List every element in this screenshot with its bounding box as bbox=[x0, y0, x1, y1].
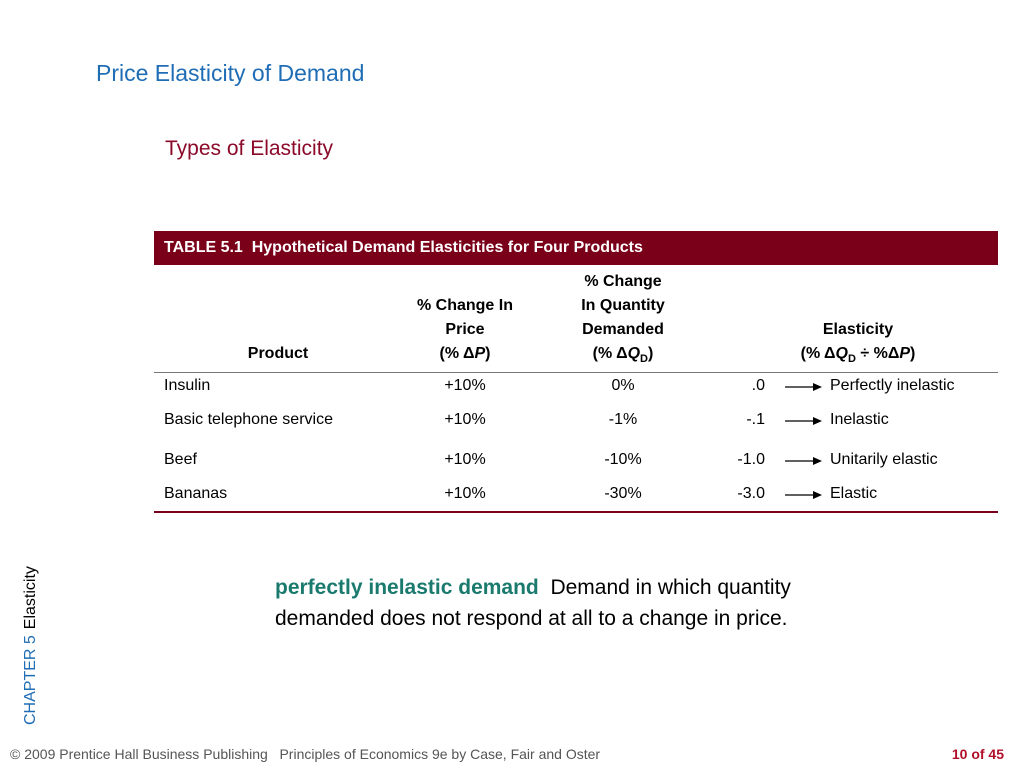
header-formula: (% ΔQD) bbox=[543, 342, 703, 371]
header-line: % Change bbox=[584, 273, 662, 290]
formula-part: ÷ %Δ bbox=[855, 345, 900, 362]
formula-part: P bbox=[474, 345, 486, 362]
arrow bbox=[785, 491, 822, 499]
table-cell: -10% bbox=[604, 451, 642, 468]
table-cell: .0 bbox=[751, 377, 765, 394]
book-credit: Principles of Economics 9e by Case, Fair… bbox=[279, 746, 601, 762]
arrow bbox=[785, 457, 822, 465]
header-line: Demanded bbox=[582, 321, 664, 338]
table-cell: +10% bbox=[444, 485, 486, 502]
chapter-label: CHAPTER 5 Elasticity bbox=[22, 566, 40, 725]
formula-part: (% Δ bbox=[800, 345, 836, 362]
arrow bbox=[785, 383, 822, 391]
table-rule bbox=[154, 511, 998, 513]
formula-part: ) bbox=[647, 345, 654, 362]
header-line: In Quantity bbox=[581, 297, 665, 314]
table-cell: -1% bbox=[608, 411, 638, 428]
column-header: % Change In Price (% ΔP) bbox=[385, 294, 545, 366]
formula-part: P bbox=[899, 345, 911, 362]
formula-part: Q bbox=[627, 345, 641, 362]
column-header: Product bbox=[247, 345, 309, 362]
table-cell: Perfectly inelastic bbox=[830, 377, 955, 394]
formula-part: Q bbox=[835, 345, 848, 362]
table-cell: -1.0 bbox=[737, 451, 765, 468]
table-cell: +10% bbox=[444, 377, 486, 394]
header-formula: (% ΔP) bbox=[385, 342, 545, 366]
header-formula: (% ΔQD ÷ %ΔP) bbox=[758, 342, 958, 371]
chapter-topic: Elasticity bbox=[22, 566, 39, 630]
formula-part: (% Δ bbox=[439, 345, 475, 362]
table-cell: +10% bbox=[444, 411, 486, 428]
formula-part: ) bbox=[910, 345, 916, 362]
definition-term: perfectly inelastic demand bbox=[275, 576, 539, 599]
table-cell: Basic telephone service bbox=[164, 411, 333, 428]
table-cell: Insulin bbox=[164, 377, 211, 394]
table-caption: TABLE 5.1 Hypothetical Demand Elasticiti… bbox=[154, 231, 998, 265]
copyright: © 2009 Prentice Hall Business Publishing bbox=[10, 746, 268, 762]
formula-part: ) bbox=[485, 345, 491, 362]
table-cell: Inelastic bbox=[830, 411, 889, 428]
arrow bbox=[785, 417, 822, 425]
table-cell: +10% bbox=[444, 451, 486, 468]
slide-title: Price Elasticity of Demand bbox=[96, 60, 365, 86]
column-header: % Change In Quantity Demanded (% ΔQD) bbox=[543, 270, 703, 371]
header-rule bbox=[154, 372, 998, 373]
table-cell: -30% bbox=[604, 485, 642, 502]
formula-part: (% Δ bbox=[592, 345, 628, 362]
table-cell: Bananas bbox=[164, 485, 228, 502]
footer: © 2009 Prentice Hall Business Publishing… bbox=[10, 746, 600, 762]
definition: perfectly inelastic demand Demand in whi… bbox=[275, 572, 835, 634]
page-number: 10 of 45 bbox=[951, 746, 1004, 762]
header-line: % Change In bbox=[416, 297, 513, 314]
table-cell: Beef bbox=[164, 451, 197, 468]
formula-part: D bbox=[848, 353, 856, 366]
header-line: Price bbox=[445, 321, 485, 338]
header-line: Elasticity bbox=[822, 321, 894, 338]
table-cell: -.1 bbox=[746, 411, 765, 428]
definition-text: Demand in which quantity demanded does n… bbox=[275, 576, 791, 630]
formula-part: D bbox=[640, 353, 648, 366]
table-cell: Elastic bbox=[830, 485, 878, 502]
chapter: CHAPTER 5 bbox=[22, 635, 39, 725]
slide-subtitle: Types of Elasticity bbox=[165, 137, 334, 160]
table-cell: -3.0 bbox=[737, 485, 765, 502]
column-header: Elasticity (% ΔQD ÷ %ΔP) bbox=[758, 318, 958, 371]
table-cell: Unitarily elastic bbox=[830, 451, 938, 468]
table-cell: 0% bbox=[611, 377, 635, 394]
